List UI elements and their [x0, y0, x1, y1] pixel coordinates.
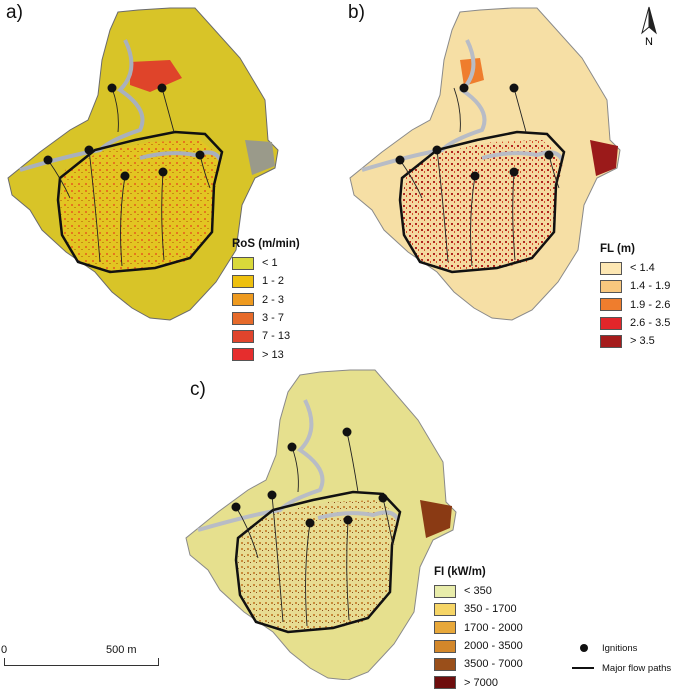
map-a-burn-zone: [60, 140, 222, 272]
legend-label: < 1: [262, 257, 278, 270]
map-b-ignitions: [395, 83, 554, 181]
key-flowpaths-label: Major flow paths: [602, 662, 672, 674]
legend-label: < 1.4: [630, 262, 655, 275]
legend-label: > 3.5: [630, 335, 655, 348]
legend-fl: FL (m) < 1.4 1.4 - 1.9 1.9 - 2.6 2.6 - 3…: [600, 243, 670, 350]
map-c-river-2: [317, 510, 400, 521]
legend-swatch: [232, 348, 254, 362]
legend-label: > 7000: [464, 676, 498, 689]
scale-tick: [158, 658, 159, 666]
legend-swatch: [434, 676, 456, 690]
map-a-river: [19, 39, 145, 172]
legend-swatch: [434, 621, 456, 635]
legend-label: 1 - 2: [262, 275, 285, 288]
scale-line: [4, 665, 159, 666]
legend-fl-item: > 3.5: [600, 332, 670, 350]
legend-label: < 350: [464, 585, 492, 598]
map-key: Ignitions Major flow paths: [570, 638, 685, 680]
legend-fl-item: 1.9 - 2.6: [600, 296, 670, 314]
legend-swatch: [600, 316, 622, 330]
legend-fl-title: FL (m): [600, 243, 635, 255]
map-c: [185, 369, 457, 680]
legend-fi-item: 350 - 1700: [434, 600, 523, 618]
legend-fi-item: > 7000: [434, 673, 523, 691]
legend-label: 2.6 - 3.5: [630, 317, 671, 330]
legend-label: > 13: [262, 348, 284, 361]
scale-left-label: 0: [1, 644, 8, 656]
legend-fl-item: 1.4 - 1.9: [600, 277, 670, 295]
legend-label: 3500 - 7000: [464, 658, 523, 671]
legend-label: 2 - 3: [262, 293, 285, 306]
legend-swatch: [600, 298, 622, 312]
map-c-burn-zone: [238, 500, 400, 632]
legend-swatch: [232, 256, 254, 270]
legend-swatch: [434, 602, 456, 616]
legend-swatch: [600, 261, 622, 275]
legend-label: 350 - 1700: [464, 603, 517, 616]
panel-b-label: b): [348, 2, 365, 23]
map-b-river: [361, 39, 487, 172]
legend-ros-item: 1 - 2: [232, 272, 300, 290]
map-a-river-2: [139, 150, 222, 161]
map-b-burn-zone: [402, 140, 564, 272]
legend-label: 3 - 7: [262, 312, 285, 325]
key-ignitions-label: Ignitions: [602, 642, 638, 654]
map-c-ignitions: [231, 427, 388, 528]
legend-swatch: [434, 639, 456, 653]
panel-a-label: a): [6, 2, 23, 23]
legend-fi: FI (kW/m) < 350 350 - 1700 1700 - 2000 2…: [434, 566, 523, 692]
map-a: [7, 7, 279, 321]
legend-fl-item: 2.6 - 3.5: [600, 314, 670, 332]
legend-swatch: [600, 279, 622, 293]
map-a-boundary: [56, 130, 224, 274]
legend-fi-item: 1700 - 2000: [434, 619, 523, 637]
map-b-dark-patch: [590, 140, 618, 176]
map-a-ignitions: [43, 83, 205, 181]
ignition-dot-icon: [580, 644, 588, 652]
map-c-dark-patch: [420, 500, 452, 538]
legend-label: 1700 - 2000: [464, 621, 523, 634]
key-flowpaths: Major flow paths: [570, 658, 685, 678]
legend-swatch: [434, 584, 456, 598]
scale-right-label: 500 m: [106, 644, 137, 656]
map-b: [349, 7, 621, 321]
flow-path-line-icon: [572, 667, 594, 669]
map-a-red-patch: [130, 60, 182, 92]
legend-fl-item: < 1.4: [600, 259, 670, 277]
legend-swatch: [232, 329, 254, 343]
legend-ros-item: > 13: [232, 345, 300, 363]
map-b-river-2: [481, 150, 564, 161]
legend-ros-item: 3 - 7: [232, 309, 300, 327]
legend-ros-item: 2 - 3: [232, 291, 300, 309]
legend-fi-item: 2000 - 3500: [434, 637, 523, 655]
map-b-boundary: [398, 130, 566, 274]
legend-ros-item: < 1: [232, 254, 300, 272]
map-a-grey-patch: [245, 140, 275, 175]
legend-ros: RoS (m/min) < 1 1 - 2 2 - 3 3 - 7 7 - 13…: [232, 238, 300, 364]
map-c-flow-paths: [235, 431, 394, 627]
north-label: N: [645, 36, 653, 47]
legend-label: 1.4 - 1.9: [630, 280, 671, 293]
legend-swatch: [232, 274, 254, 288]
legend-fi-item: 3500 - 7000: [434, 655, 523, 673]
legend-swatch: [600, 334, 622, 348]
legend-ros-title: RoS (m/min): [232, 238, 300, 250]
map-c-boundary: [234, 490, 402, 634]
scale-tick: [4, 658, 5, 666]
key-ignitions: Ignitions: [570, 638, 685, 658]
legend-ros-item: 7 - 13: [232, 327, 300, 345]
map-c-river: [197, 399, 325, 532]
legend-fi-item: < 350: [434, 582, 523, 600]
legend-swatch: [434, 657, 456, 671]
legend-fi-title: FI (kW/m): [434, 566, 486, 578]
panel-c-label: c): [190, 379, 206, 400]
north-arrow-icon: N: [641, 6, 657, 47]
scale-bar: 0 500 m: [0, 640, 160, 680]
legend-swatch: [232, 293, 254, 307]
legend-label: 2000 - 3500: [464, 640, 523, 653]
legend-label: 7 - 13: [262, 330, 291, 343]
legend-swatch: [232, 311, 254, 325]
legend-label: 1.9 - 2.6: [630, 298, 671, 311]
